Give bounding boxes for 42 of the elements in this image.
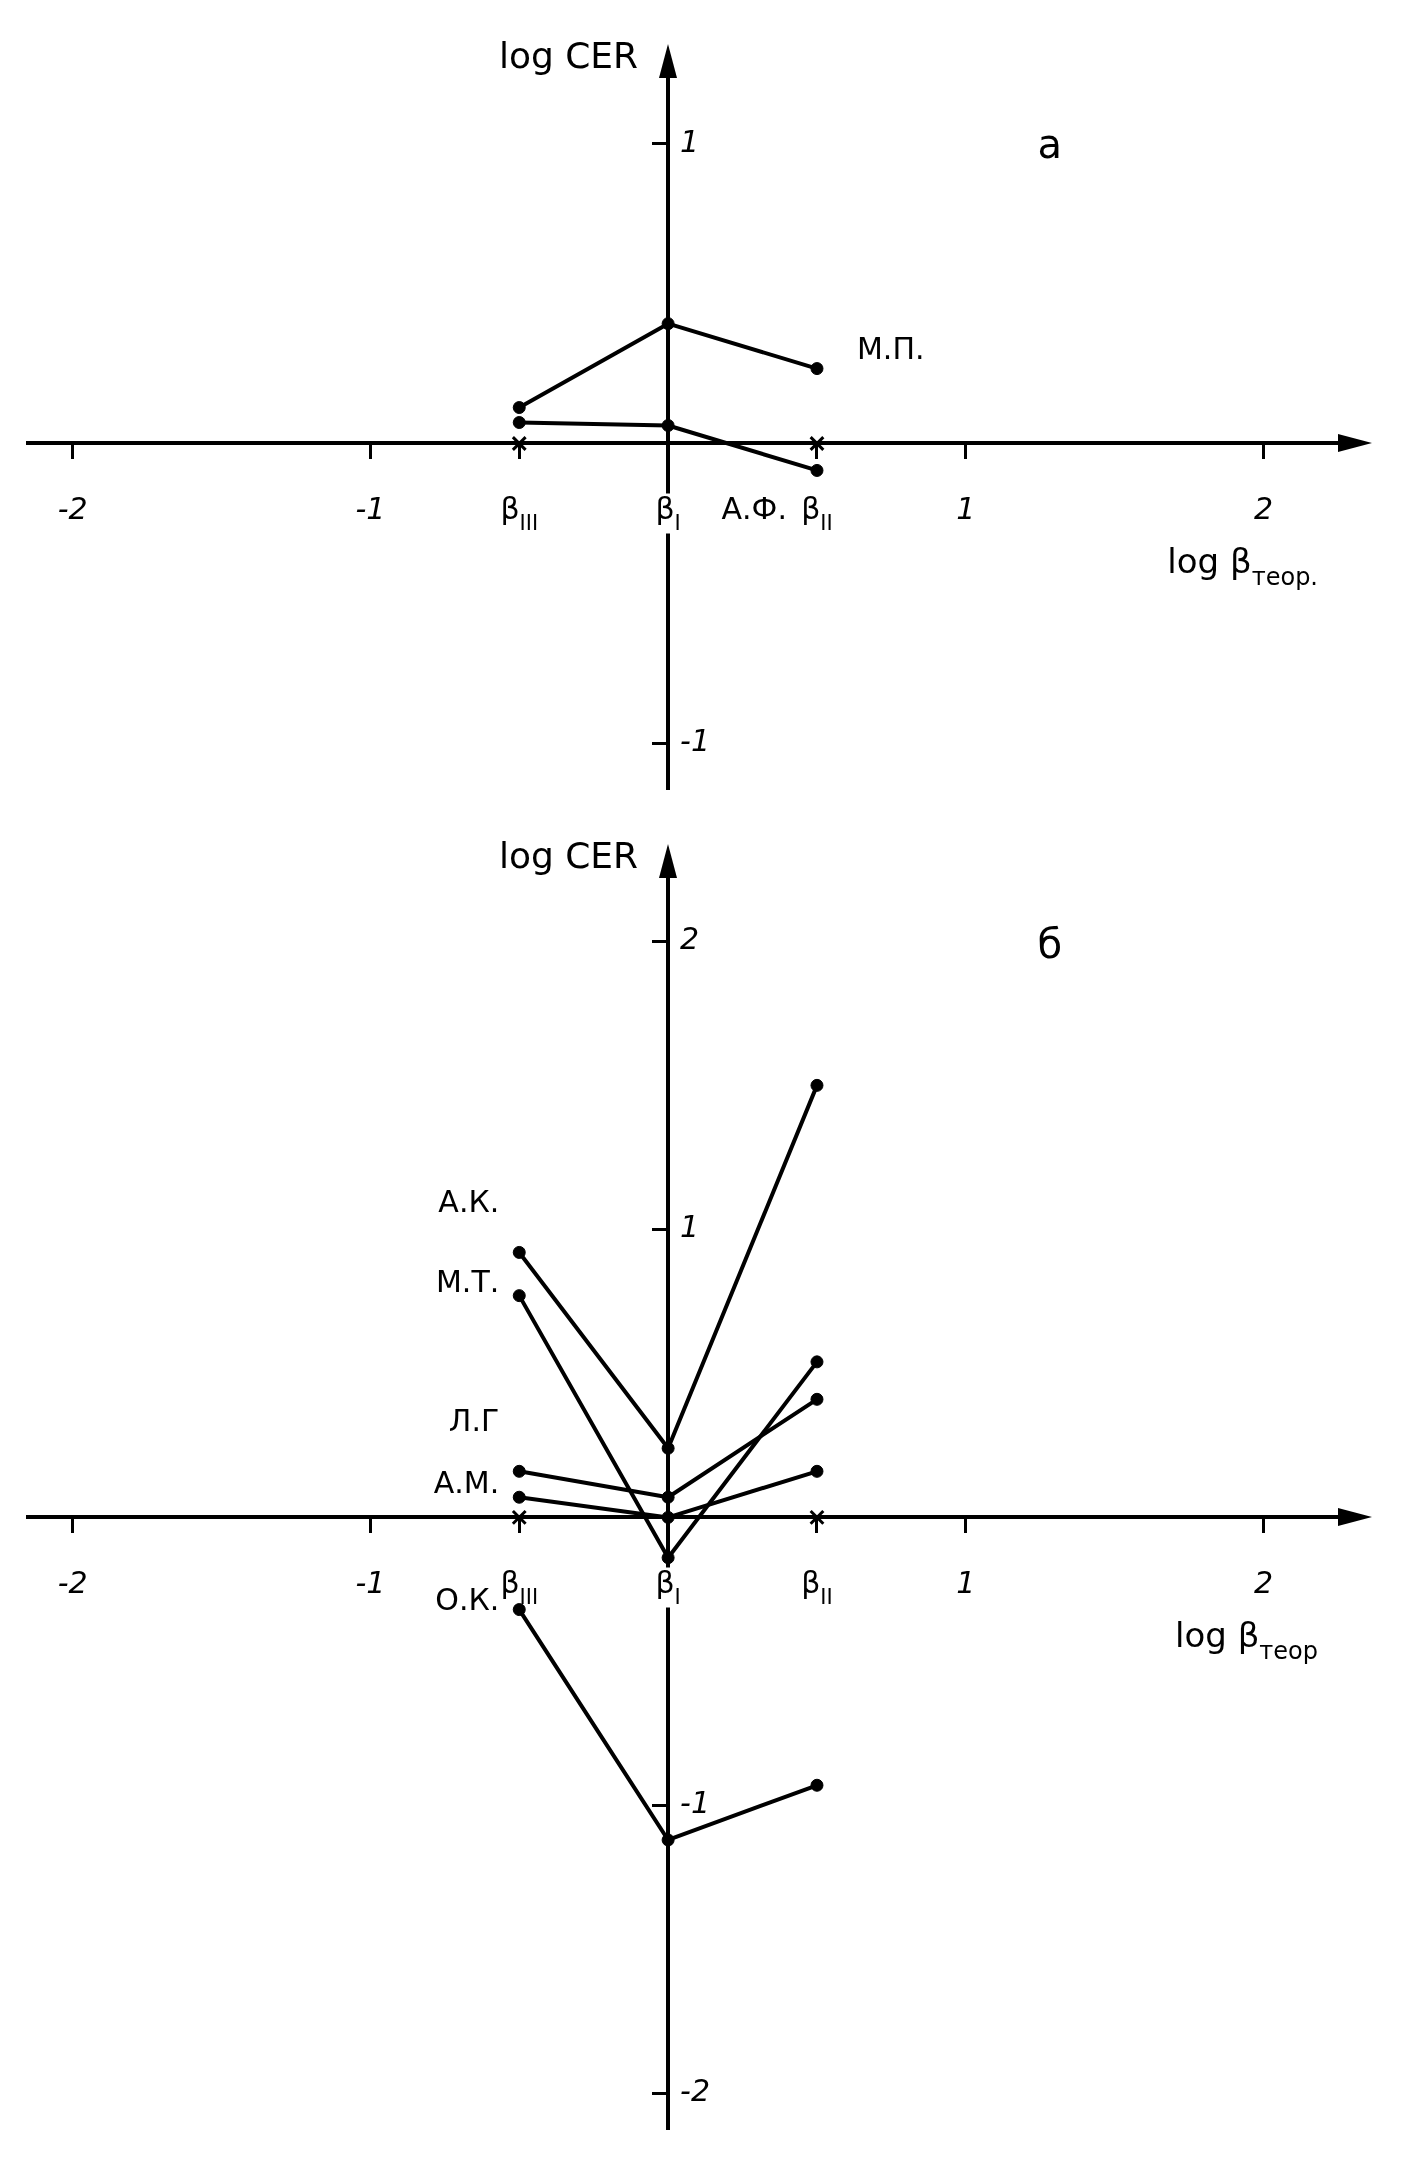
y-tick-label: -1 [680,1785,711,1821]
point [810,1392,824,1406]
point [661,1551,675,1565]
point [512,1464,526,1478]
annotation: б [1037,921,1063,967]
x-tick-label: -2 [57,491,88,527]
series-label: А.Ф. [721,491,787,527]
point [810,1355,824,1369]
x-tick-label: -1 [355,491,386,527]
point [809,1509,825,1526]
x-tick-label: -1 [355,1565,386,1601]
y-tick-label: 1 [680,1209,700,1245]
y-tick-label: -1 [680,722,711,758]
point [810,1078,824,1092]
y-tick-label: 1 [680,123,700,159]
point [661,1490,675,1504]
y-tick-label: 2 [680,921,700,957]
y-axis-title: log CER [498,35,639,76]
x-tick-label: 2 [1254,491,1274,527]
point [512,1289,526,1303]
y-tick-label: -2 [680,2073,711,2109]
point [512,1245,526,1259]
point [810,1464,824,1478]
series-label: Л.Г [448,1403,500,1439]
annotation: а [1037,121,1063,167]
series-label: А.М. [433,1465,500,1501]
series-label: М.П. [856,330,925,366]
x-tick-label: 1 [956,1565,976,1601]
x-tick-label: 1 [956,491,976,527]
series-label: М.Т. [435,1263,500,1299]
point [661,1441,675,1455]
point [512,1603,526,1617]
point [661,1510,675,1524]
point [661,1833,675,1847]
x-tick-label: 2 [1254,1565,1274,1601]
y-axis-title: log CER [498,835,639,876]
series-label: О.К. [435,1581,500,1617]
point [511,1509,528,1526]
series-label: А.К. [438,1184,500,1220]
x-tick-label: -2 [57,1565,88,1601]
point [810,1778,824,1792]
point [512,1490,526,1504]
